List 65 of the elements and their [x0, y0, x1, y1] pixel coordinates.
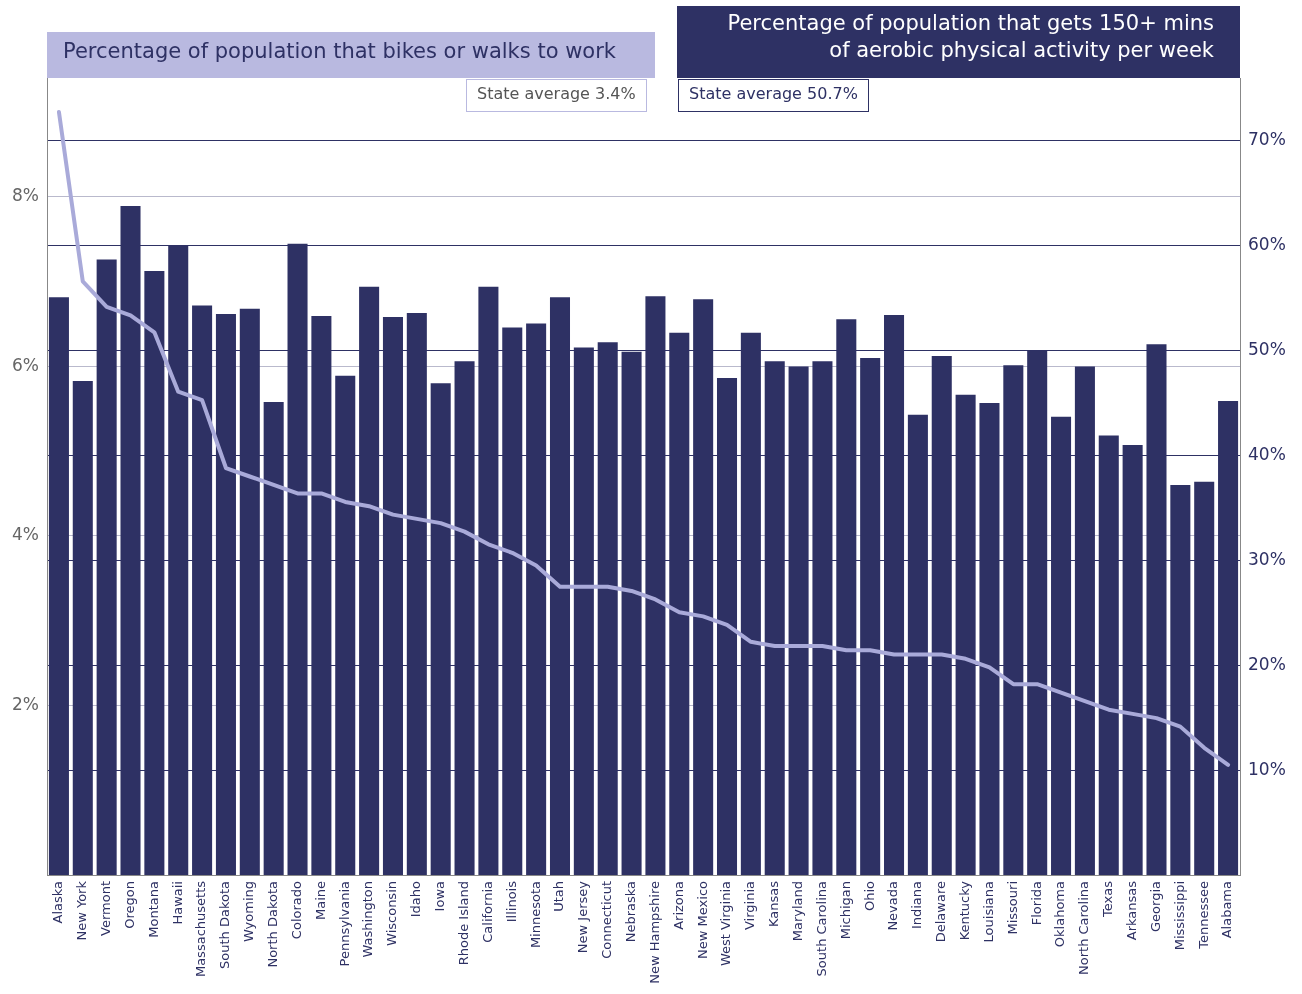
x-tick-label: Florida: [1028, 881, 1044, 926]
x-tick-label: Illinois: [503, 880, 519, 923]
y2-tick-label: 10%: [1248, 758, 1286, 779]
x-tick-label: California: [479, 881, 495, 943]
x-tick-label: Montana: [145, 881, 161, 938]
x-tick-label: Oklahoma: [1052, 881, 1068, 948]
x-tick-label: Massachusetts: [193, 880, 209, 978]
y-tick-label: 8%: [12, 185, 39, 206]
x-tick-label: Pennsylvania: [336, 881, 352, 967]
y-axis-title: Percentage of population that bikes or walks to work: [47, 32, 655, 78]
y-tick-label: 6%: [12, 354, 39, 375]
x-tick-label: West Virginia: [718, 881, 734, 967]
y-tick-label: 2%: [12, 693, 39, 714]
x-tick-label: Alaska: [50, 881, 66, 924]
x-tick-label: South Carolina: [813, 881, 829, 977]
x-tick-label: Minnesota: [527, 881, 543, 949]
x-tick-label: Hawaii: [169, 881, 185, 925]
x-tick-label: Texas: [1100, 880, 1116, 918]
x-tick-label: North Dakota: [265, 881, 281, 968]
annotation: State average 50.7%: [678, 79, 869, 112]
y2-tick-label: 40%: [1248, 443, 1286, 464]
x-tick-label: South Dakota: [217, 881, 233, 969]
y2-tick-label: 20%: [1248, 653, 1286, 674]
x-tick-label: New York: [74, 880, 90, 941]
x-tick-label: Iowa: [432, 881, 448, 912]
x-tick-label: Virginia: [742, 881, 758, 931]
x-tick-label: Wyoming: [241, 881, 257, 943]
x-tick-label: New Mexico: [694, 880, 710, 959]
x-tick-label: New Jersey: [575, 880, 591, 954]
x-tick-label: Georgia: [1147, 881, 1163, 932]
x-tick-label: Idaho: [408, 880, 424, 918]
y2-tick-label: 60%: [1248, 234, 1286, 255]
x-tick-label: Wisconsin: [384, 881, 400, 946]
x-tick-label: Kentucky: [956, 880, 972, 941]
x-tick-label: Maine: [312, 881, 328, 921]
x-tick-label: Indiana: [909, 881, 925, 930]
x-tick-label: Maryland: [789, 881, 805, 942]
x-tick-label: Mississippi: [1171, 881, 1187, 951]
x-tick-label: North Carolina: [1076, 881, 1092, 975]
x-tick-label: Louisiana: [980, 881, 996, 943]
x-tick-label: Missouri: [1004, 881, 1020, 935]
x-tick-label: Ohio: [861, 880, 877, 912]
y-tick-label: 4%: [12, 524, 39, 545]
x-tick-label: New Hampshire: [646, 881, 662, 984]
y2-tick-label: 30%: [1248, 548, 1286, 569]
x-tick-label: Colorado: [288, 880, 304, 940]
x-tick-label: Arkansas: [1124, 880, 1140, 941]
y2-tick-label: 70%: [1248, 129, 1286, 150]
x-tick-label: Tennessee: [1195, 881, 1211, 950]
x-tick-label: Nevada: [885, 881, 901, 931]
x-tick-label: Vermont: [98, 881, 114, 936]
y2-tick-label: 50%: [1248, 339, 1286, 360]
y2-axis-title: Percentage of population that gets 150+ mins of aerobic physical activity per week: [677, 6, 1240, 78]
x-tick-label: Michigan: [837, 881, 853, 940]
x-tick-label: Delaware: [933, 881, 949, 943]
x-tick-label: Nebraska: [622, 881, 638, 943]
x-tick-label: Washington: [360, 881, 376, 958]
x-tick-label: Rhode Island: [455, 881, 471, 966]
x-tick-label: Connecticut: [599, 881, 615, 959]
x-tick-label: Kansas: [766, 880, 782, 928]
x-tick-label: Alabama: [1219, 881, 1235, 939]
annotation: State average 3.4%: [466, 79, 647, 112]
x-tick-label: Arizona: [670, 881, 686, 930]
x-tick-label: Utah: [551, 881, 567, 912]
x-tick-label: Oregon: [121, 881, 137, 929]
